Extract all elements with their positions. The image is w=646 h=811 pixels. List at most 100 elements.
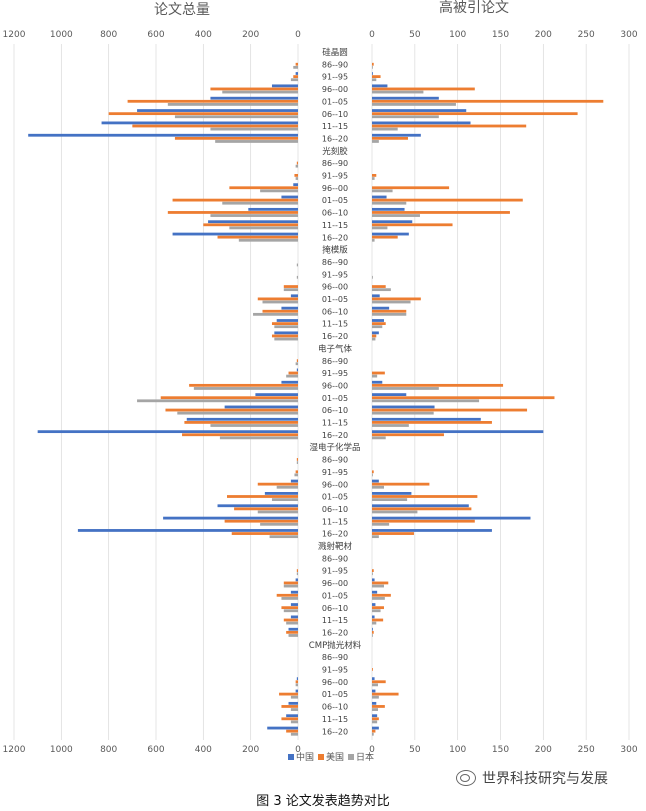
bar-right-日本 (372, 720, 378, 724)
bar-left-中国 (264, 492, 298, 495)
bar-left-中国 (290, 590, 298, 594)
bar-left-中国 (137, 109, 298, 112)
bar-right-美国 (372, 322, 386, 325)
category-label: 06--10 (322, 110, 348, 119)
bar-right-中国 (372, 714, 378, 718)
bar-left-日本 (257, 510, 298, 514)
bar-right-美国 (372, 593, 391, 597)
category-label: 96--00 (322, 381, 348, 390)
category-label: 96--00 (322, 678, 348, 687)
bar-left-日本 (283, 288, 298, 292)
left-tick-label-bottom: 1200 (3, 745, 26, 755)
bar-left-中国 (296, 368, 298, 372)
bar-left-日本 (286, 621, 298, 625)
bar-left-日本 (174, 115, 298, 119)
bar-left-中国 (290, 294, 298, 298)
bar-right-中国 (372, 430, 544, 434)
bar-left-日本 (193, 387, 298, 390)
bar-left-美国 (231, 532, 298, 535)
bar-right-中国 (372, 405, 435, 409)
bar-right-美国 (372, 235, 398, 239)
bar-right-美国 (372, 532, 414, 535)
bar-right-美国 (372, 136, 408, 140)
bar-left-日本 (295, 177, 298, 180)
bar-left-日本 (281, 597, 298, 600)
bar-left-日本 (271, 498, 298, 501)
bar-right-美国 (372, 112, 578, 116)
bar-left-日本 (288, 634, 298, 637)
bar-right-日本 (372, 399, 480, 403)
bar-left-中国 (267, 726, 298, 730)
bar-right-日本 (372, 609, 381, 613)
bar-left-美国 (281, 717, 298, 721)
bar-left-美国 (294, 174, 298, 177)
bar-left-中国 (172, 232, 298, 236)
bar-left-日本 (222, 201, 298, 205)
watermark: 世界科技研究与发展 (456, 768, 608, 788)
bar-left-中国 (281, 306, 298, 310)
bar-left-中国 (288, 701, 298, 705)
bar-right-美国 (372, 87, 475, 91)
category-label: 86--90 (322, 258, 348, 267)
left-tick-label: 1000 (50, 30, 73, 40)
category-label: 86--90 (322, 456, 348, 465)
bar-right-美国 (372, 495, 478, 498)
figure-caption: 图 3 论文发表趋势对比 (256, 794, 390, 809)
bar-left-日本 (260, 189, 298, 193)
bar-left-中国 (77, 529, 299, 532)
bar-left-美国 (203, 223, 298, 227)
category-label: 16--20 (322, 530, 348, 539)
category-label: 86--90 (322, 159, 348, 168)
group-label: 硅晶圆 (322, 47, 348, 58)
bar-right-美国 (372, 211, 510, 214)
bar-left-中国 (295, 578, 298, 582)
bar-left-日本 (229, 226, 298, 230)
bar-right-美国 (372, 408, 528, 412)
bar-right-美国 (372, 692, 399, 696)
bar-right-美国 (372, 396, 555, 400)
bar-right-中国 (372, 504, 469, 508)
bar-right-美国 (372, 507, 472, 511)
bar-left-美国 (127, 99, 298, 103)
bar-right-日本 (372, 510, 418, 514)
bar-right-中国 (372, 529, 492, 532)
bar-right-日本 (372, 189, 393, 193)
bar-left-美国 (217, 235, 298, 239)
category-label: 16--20 (322, 134, 348, 143)
bar-right-美国 (372, 285, 386, 288)
category-label: 96--00 (322, 480, 348, 489)
bar-right-日本 (372, 695, 379, 699)
bar-left-中国 (186, 417, 298, 421)
bar-right-中国 (372, 306, 390, 310)
bar-left-日本 (296, 572, 298, 576)
bar-left-美国 (295, 680, 298, 684)
bar-right-中国 (372, 393, 407, 396)
bar-left-日本 (296, 461, 298, 464)
bar-left-中国 (28, 133, 298, 137)
bar-left-中国 (295, 72, 298, 75)
category-label: 11--15 (322, 715, 348, 724)
bar-right-美国 (372, 186, 450, 190)
left-tick-label-bottom: 200 (242, 745, 259, 755)
bar-right-美国 (372, 421, 492, 424)
bar-right-美国 (372, 630, 374, 634)
category-label: 96--00 (322, 283, 348, 292)
right-tick-label-bottom: 0 (369, 745, 375, 755)
bar-left-中国 (255, 393, 298, 396)
bar-right-日本 (372, 226, 388, 230)
bar-right-美国 (372, 198, 523, 202)
bar-right-美国 (372, 569, 374, 572)
bar-right-日本 (372, 201, 407, 205)
bar-right-日本 (372, 424, 409, 427)
category-label: 01--05 (322, 591, 348, 600)
right-tick-label: 250 (578, 30, 595, 40)
bar-left-日本 (293, 65, 298, 69)
bar-left-美国 (224, 519, 298, 523)
bar-left-美国 (288, 371, 298, 375)
bar-right-中国 (372, 72, 373, 75)
category-label: 91--95 (322, 73, 348, 82)
bar-right-中国 (372, 195, 387, 199)
category-label: 96--00 (322, 579, 348, 588)
